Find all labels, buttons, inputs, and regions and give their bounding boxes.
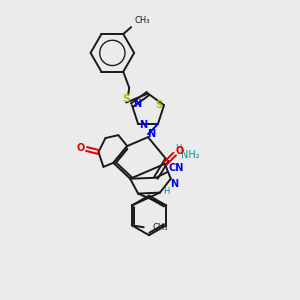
Text: CH₃: CH₃	[153, 223, 168, 232]
Text: S: S	[122, 94, 130, 103]
Text: N: N	[170, 179, 178, 189]
Text: N: N	[147, 129, 155, 139]
Text: CH₃: CH₃	[134, 16, 150, 25]
Text: H: H	[176, 143, 182, 152]
Text: S: S	[155, 100, 163, 110]
Text: O: O	[176, 146, 184, 156]
Text: N: N	[139, 120, 147, 130]
Text: H: H	[163, 187, 169, 196]
Text: CN: CN	[168, 163, 183, 173]
Text: O: O	[76, 143, 85, 153]
Text: NH₂: NH₂	[181, 150, 199, 160]
Text: N: N	[133, 99, 141, 109]
